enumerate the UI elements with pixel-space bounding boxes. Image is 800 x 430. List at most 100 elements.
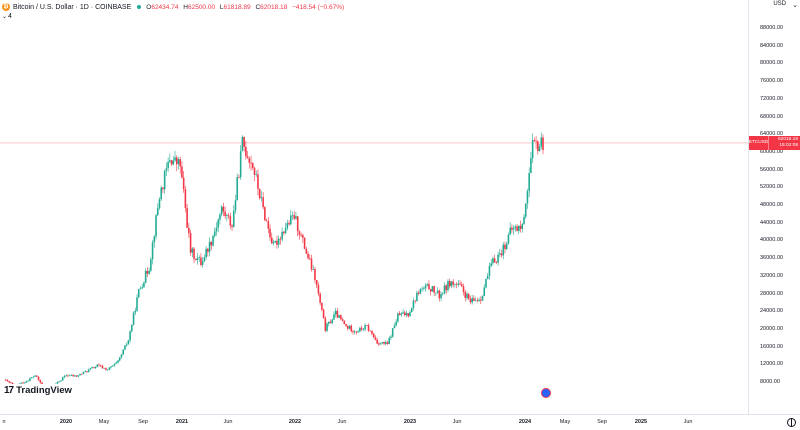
candle-body [167,161,169,169]
candle-body [345,324,347,327]
candle-body [530,158,532,174]
time-tick: May [98,419,110,425]
time-tick: Jun [337,419,347,425]
candle-body [535,140,537,142]
indicators-toggle[interactable]: ⌄ 4 [2,13,12,20]
candle-body [302,235,304,238]
candle-body [452,281,454,285]
candle-body [132,312,135,325]
candle-body [435,292,437,294]
candle-body [433,286,435,293]
candle-body [122,349,125,355]
candle-body [542,137,544,150]
candle-body [481,296,484,301]
candle-body [115,362,118,364]
candle-body [386,342,389,345]
event-flag-icon[interactable] [541,388,551,398]
candle-body [163,170,166,190]
candle-body [407,313,410,317]
tradingview-wordmark: TradingView [16,385,72,396]
candle-body [136,297,138,311]
candle-body [493,258,496,263]
candle-body [340,315,342,320]
candle-body [224,211,226,217]
candle-body [419,289,422,294]
candle-body [169,160,171,162]
candle-body [521,224,524,229]
candle-body [181,166,183,178]
tradingview-mark-icon: 17 [4,385,14,396]
currency-label[interactable]: USD [773,1,786,7]
price-chart[interactable] [0,0,748,414]
time-axis[interactable]: n 2020 May Sep 2021 Jun 2022 Jun 2023 Jun 2024 May S… [0,415,748,430]
last-price-symbol: BTCUSD [749,135,769,150]
candle-body [253,167,256,175]
candle-body [210,241,213,246]
candle-body [466,293,468,298]
candle-body [405,313,408,316]
globe-icon[interactable] [787,418,796,427]
candle-body [196,257,199,260]
candle-body [454,284,456,285]
candle-body [485,279,487,288]
candle-body [60,380,62,382]
candle-body [234,200,237,211]
price-tick: 40000.00 [760,237,783,244]
candle-body [174,157,176,161]
candle-body [246,156,249,159]
candle-body [367,325,370,331]
candle-body [298,231,301,236]
price-axis[interactable]: 88000.00 84000.00 80000.00 76000.00 72000.00… [749,0,800,414]
price-tick: 72000.00 [760,95,783,102]
candle-body [34,375,36,377]
candle-body [6,379,9,382]
price-tick: 32000.00 [760,272,783,279]
symbol-legend[interactable]: ₿ Bitcoin / U.S. Dollar · 1D · COINBASE … [2,1,347,13]
candle-body [445,285,448,291]
candle-body [150,259,152,271]
candle-body [388,338,391,345]
candle-body [538,146,541,151]
candle-body [378,343,380,345]
time-tick: n [2,419,6,425]
candle-body [245,146,247,157]
price-tick: 56000.00 [760,166,783,173]
candle-body [91,367,93,369]
candle-body [424,285,427,289]
candle-body [478,299,480,302]
candle-body [300,235,302,236]
candle-body [526,190,529,204]
candle-body [312,269,315,270]
chevron-down-icon[interactable]: ⌄ [792,2,798,9]
candle-body [531,140,534,159]
candle-body [379,343,382,345]
candle-body [400,313,403,316]
time-tick: 2022 [288,419,302,425]
candle-body [471,298,473,303]
price-tick: 80000.00 [760,60,783,67]
price-axis-divider [748,0,749,414]
candle-body [322,309,325,319]
candle-body [272,242,275,244]
price-tick: 68000.00 [760,113,783,120]
tradingview-logo[interactable]: 17 TradingView [2,384,74,397]
candle-body [41,382,43,386]
candle-body [455,284,458,285]
candle-body [398,313,401,316]
candle-body [431,286,434,292]
symbol-title[interactable]: Bitcoin / U.S. Dollar · 1D · COINBASE [13,3,132,11]
candle-body [239,151,242,178]
candle-body [288,223,290,225]
candle-body [201,261,204,265]
candle-body [170,160,173,165]
market-open-icon [137,5,142,9]
candle-body [56,381,59,384]
open-value: 62434.74 [151,3,179,11]
candle-body [369,330,372,332]
candle-body [270,237,273,244]
candle-body [502,244,505,256]
candle-body [29,378,31,381]
candle-body [74,375,76,377]
candle-body [462,286,465,293]
